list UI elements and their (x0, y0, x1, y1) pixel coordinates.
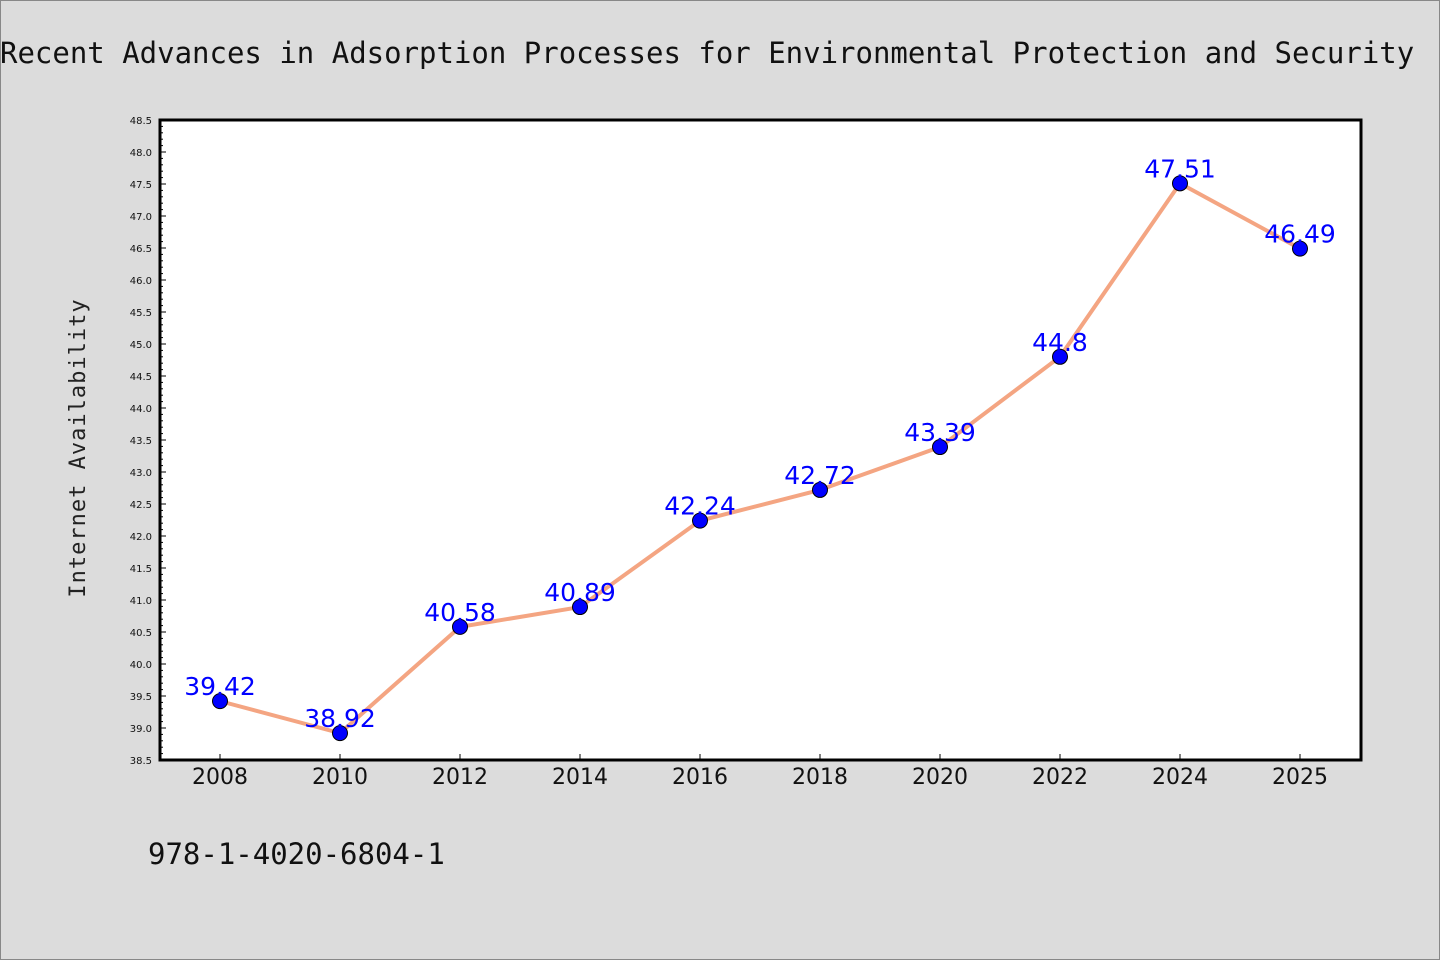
data-label: 39.42 (184, 672, 256, 701)
data-label: 42.72 (784, 461, 856, 490)
y-tick-label: 40.5 (130, 628, 152, 639)
y-tick-label: 44.0 (130, 404, 152, 415)
y-tick-label: 38.5 (130, 756, 152, 767)
data-point (452, 618, 468, 635)
plot-area (158, 118, 1363, 762)
x-tick-label: 2025 (1272, 765, 1328, 790)
y-tick-label: 44.5 (130, 372, 152, 383)
y-tick-label: 42.5 (130, 500, 152, 511)
isbn-code: 978-1-4020-6804-1 (148, 837, 445, 871)
y-tick-label: 47.5 (130, 180, 152, 191)
y-tick-label: 43.0 (130, 468, 152, 479)
data-label: 42.24 (664, 492, 736, 521)
data-point (212, 693, 228, 710)
y-tick-label: 46.5 (130, 244, 152, 255)
x-tick-label: 2012 (432, 765, 488, 790)
series-line-group (218, 181, 1302, 736)
y-tick-label: 48.5 (130, 116, 152, 127)
y-tick-label: 42.0 (130, 532, 152, 543)
data-label: 40.89 (544, 578, 616, 607)
x-tick-label: 2014 (552, 765, 608, 790)
y-tick-label: 45.5 (130, 308, 152, 319)
y-tick-label: 45.0 (130, 340, 152, 351)
x-tick-label: 2010 (312, 765, 368, 790)
data-point (1292, 240, 1308, 257)
x-tick-label: 2024 (1152, 765, 1208, 790)
data-label: 38.92 (304, 704, 376, 733)
data-point (932, 439, 948, 456)
x-axis: 2008 2010 2012 2014 2016 2018 2020 2022 2024 2025 (192, 754, 1328, 790)
series-line (218, 181, 1302, 736)
data-label: 43.39 (904, 418, 976, 447)
x-tick-label: 2008 (192, 765, 248, 790)
data-point (1172, 175, 1188, 192)
y-tick-label: 39.5 (130, 692, 152, 703)
data-label: 47.51 (1144, 154, 1216, 183)
y-tick-label: 46.0 (130, 276, 152, 287)
chart-title: Recent Advances in Adsorption Processes … (0, 36, 1414, 70)
x-tick-label: 2020 (912, 765, 968, 790)
x-tick-label: 2018 (792, 765, 848, 790)
y-axis-label: Internet Availability (66, 298, 91, 597)
x-tick-label: 2022 (1032, 765, 1088, 790)
y-tick-label: 40.0 (130, 660, 152, 671)
x-tick-label: 2016 (672, 765, 728, 790)
data-point (332, 725, 348, 742)
data-labels-group: 39.42 38.92 40.58 40.89 42.24 42.72 43.39 44.8 4… (184, 154, 1336, 733)
y-tick-label: 48.0 (130, 148, 152, 159)
data-point (692, 512, 708, 529)
data-point (572, 599, 588, 616)
y-tick-label: 41.0 (130, 596, 152, 607)
data-label: 44.8 (1032, 328, 1088, 357)
y-tick-label: 43.5 (130, 436, 152, 447)
data-point (1052, 348, 1068, 365)
data-label: 40.58 (424, 598, 496, 627)
data-label: 46.49 (1264, 220, 1336, 249)
series-markers-group (212, 175, 1308, 742)
y-axis: 38.5 39.0 39.5 40.0 40.5 41.0 41.5 42.0 42.5 43.0… (130, 116, 166, 767)
y-tick-label: 47.0 (130, 212, 152, 223)
y-tick-label: 41.5 (130, 564, 152, 575)
y-tick-label: 39.0 (130, 724, 152, 735)
data-point (812, 481, 828, 498)
